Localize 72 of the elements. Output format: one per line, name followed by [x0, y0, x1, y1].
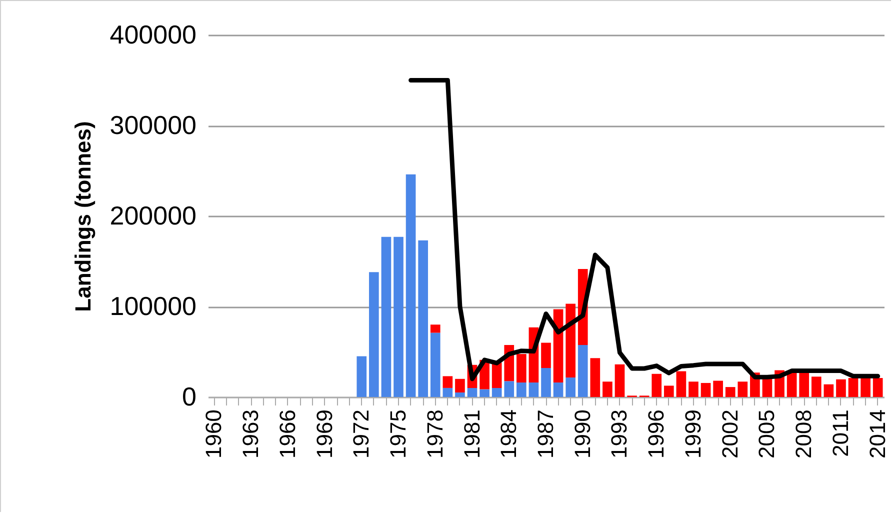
x-tick-label: 1966 [274, 410, 300, 458]
x-tick-label: 1996 [644, 410, 669, 458]
bar [566, 304, 576, 378]
x-tick-label: 1993 [606, 410, 632, 458]
bar [541, 368, 551, 397]
bar [480, 389, 490, 397]
bar [442, 388, 453, 397]
bar [713, 380, 723, 397]
bar [492, 362, 502, 388]
bar [738, 382, 748, 397]
x-tick-label: 1978 [422, 410, 448, 458]
bar [799, 373, 810, 397]
bar [652, 374, 662, 397]
x-tick-label: 1990 [570, 410, 595, 458]
bar [688, 382, 698, 397]
bar [394, 236, 404, 397]
bar [492, 388, 502, 397]
y-tick-label: 0 [182, 382, 196, 412]
x-tick-label: 1999 [680, 410, 706, 458]
x-tick-label: 1960 [201, 410, 226, 458]
bar [516, 354, 526, 383]
bar [467, 388, 478, 397]
x-tick-label: 1975 [386, 410, 411, 458]
bar [516, 382, 526, 397]
bar [848, 378, 858, 397]
x-tick-label: 2005 [754, 410, 780, 458]
bar [578, 344, 588, 397]
bar [725, 387, 736, 397]
y-tick-label: 200000 [110, 200, 196, 230]
bar [442, 376, 453, 388]
bar [566, 378, 576, 397]
x-tick-label: 1984 [496, 410, 522, 458]
y-tick-label: 400000 [110, 20, 196, 50]
line-series [408, 78, 880, 382]
bar [406, 174, 416, 397]
bar [676, 371, 686, 397]
bar [504, 381, 514, 397]
bar [430, 332, 440, 397]
bar [369, 272, 379, 397]
bar [528, 382, 539, 397]
bar [455, 392, 465, 397]
bar [700, 382, 711, 397]
x-tick-label: 2014 [864, 410, 890, 458]
bar [590, 358, 600, 397]
bar [786, 373, 797, 397]
y-tick-label: 100000 [110, 291, 196, 321]
bar [553, 382, 564, 397]
x-tick-label: 1963 [238, 410, 264, 458]
x-tick-label: 1972 [348, 410, 374, 458]
bar [430, 324, 440, 333]
x-tick-label: 1969 [312, 410, 337, 458]
y-axis-title: Landings (tonnes) [70, 121, 96, 312]
bar [872, 378, 883, 397]
bar [860, 378, 870, 397]
bar [614, 364, 625, 397]
bar [836, 379, 846, 397]
bar [664, 386, 674, 397]
bar [455, 378, 465, 392]
y-tick-label: 300000 [110, 110, 196, 140]
bar [811, 376, 822, 397]
bar [602, 382, 612, 397]
x-tick-label: 2002 [717, 410, 742, 458]
bar [418, 240, 428, 397]
bar [541, 342, 551, 368]
bar [762, 378, 772, 397]
x-tick-label: 2011 [828, 410, 853, 457]
bar [824, 384, 834, 397]
x-tick-label: 2008 [791, 410, 816, 458]
bar [381, 236, 392, 397]
x-tick-label: 1987 [533, 410, 558, 458]
x-tick-label: 1981 [459, 410, 484, 458]
bar [356, 356, 367, 397]
